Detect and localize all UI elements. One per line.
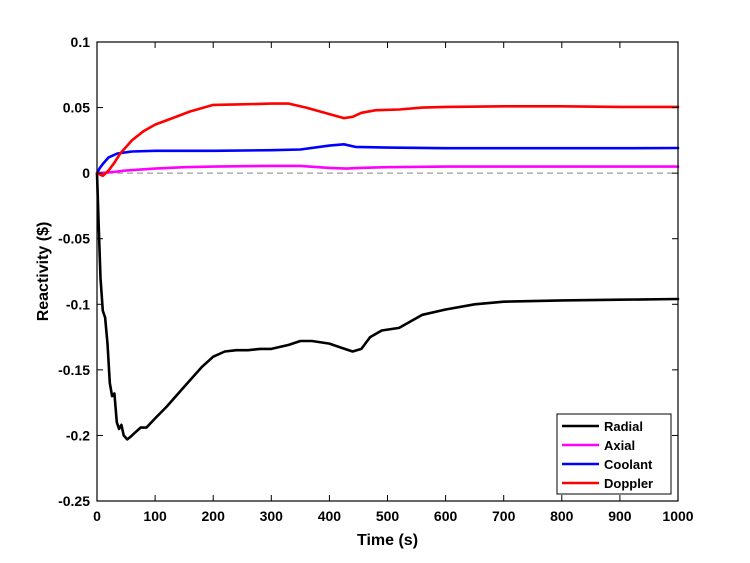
series-line-coolant (95, 143, 680, 175)
y-tick-label: -0.05 (58, 231, 90, 247)
y-tick-label: 0.05 (63, 100, 90, 116)
legend-label-coolant: Coolant (604, 457, 653, 472)
y-tick-label: -0.1 (66, 296, 90, 312)
legend-label-radial: Radial (604, 419, 643, 434)
y-tick-label: -0.15 (58, 362, 90, 378)
series-line-doppler (95, 102, 680, 178)
legend-box (556, 413, 672, 495)
legend: Radial Axial Coolant Doppler (556, 413, 672, 495)
x-tick-label: 900 (608, 508, 632, 524)
x-tick-label: 400 (318, 508, 342, 524)
series-layer (95, 102, 680, 441)
x-axis-ticks: 0 100 200 300 400 500 600 700 800 900 1000 (93, 42, 694, 524)
y-tick-label: 0 (82, 165, 90, 181)
x-tick-label: 500 (376, 508, 400, 524)
y-axis-ticks: 0.1 0.05 0 -0.05 -0.1 -0.15 -0.2 -0.25 (58, 34, 678, 509)
legend-label-doppler: Doppler (604, 476, 653, 491)
x-tick-label: 200 (202, 508, 226, 524)
x-tick-label: 600 (434, 508, 458, 524)
x-tick-label: 1000 (662, 508, 693, 524)
x-tick-label: 300 (260, 508, 284, 524)
y-tick-label: -0.25 (58, 493, 90, 509)
y-axis-label: Reactivity ($) (35, 222, 52, 322)
x-tick-label: 800 (550, 508, 574, 524)
series-line-radial (95, 171, 680, 441)
series-line-axial (95, 164, 680, 175)
x-tick-label: 0 (93, 508, 101, 524)
y-tick-label: 0.1 (71, 34, 91, 50)
x-tick-label: 700 (492, 508, 516, 524)
legend-label-axial: Axial (604, 438, 635, 453)
x-tick-label: 100 (143, 508, 167, 524)
x-axis-label: Time (s) (357, 532, 418, 549)
y-tick-label: -0.2 (66, 427, 90, 443)
